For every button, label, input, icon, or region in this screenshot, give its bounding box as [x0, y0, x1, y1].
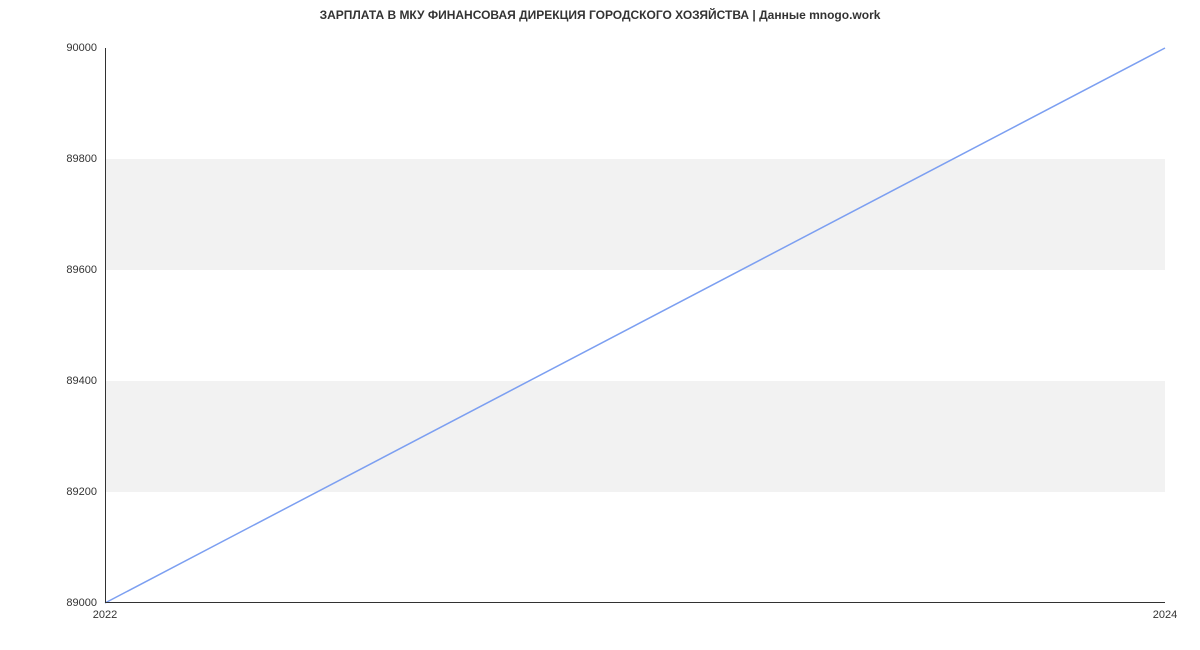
y-tick-label: 89600 [66, 264, 105, 276]
x-tick-label: 2022 [93, 603, 117, 621]
x-tick-label: 2024 [1153, 603, 1177, 621]
series-salary [105, 48, 1165, 603]
x-axis [105, 602, 1165, 603]
chart-container: ЗАРПЛАТА В МКУ ФИНАНСОВАЯ ДИРЕКЦИЯ ГОРОД… [0, 0, 1200, 650]
series-layer [105, 48, 1165, 603]
y-tick-label: 89400 [66, 375, 105, 387]
y-tick-label: 89800 [66, 153, 105, 165]
y-axis [105, 48, 106, 603]
plot-area: 89000892008940089600898009000020222024 [105, 48, 1165, 603]
y-tick-label: 90000 [66, 42, 105, 54]
chart-title: ЗАРПЛАТА В МКУ ФИНАНСОВАЯ ДИРЕКЦИЯ ГОРОД… [0, 8, 1200, 22]
y-tick-label: 89200 [66, 486, 105, 498]
